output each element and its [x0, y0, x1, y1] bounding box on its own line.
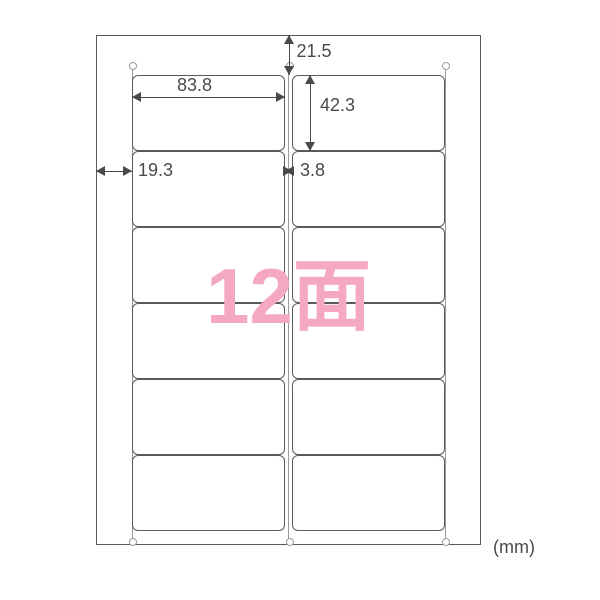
unit-label: (mm) [493, 537, 535, 558]
slit-cap [442, 538, 450, 546]
dimension-value: 21.5 [297, 41, 332, 62]
face-count-title: 12面 [206, 234, 371, 346]
label-sheet-diagram: { "layout": { "sheet": { "left": 96, "to… [0, 0, 600, 600]
label-cell [132, 455, 285, 531]
slit-cap [129, 62, 137, 70]
label-cell [132, 379, 285, 455]
slit-cap [286, 538, 294, 546]
dimension-value: 83.8 [177, 75, 212, 96]
label-cell [292, 75, 445, 151]
dimension-value: 19.3 [138, 160, 173, 181]
label-cell [292, 455, 445, 531]
slit-cap [442, 62, 450, 70]
label-cell [292, 379, 445, 455]
dimension-value: 42.3 [320, 95, 355, 116]
slit-cap [129, 538, 137, 546]
dimension-value: 3.8 [300, 160, 325, 181]
